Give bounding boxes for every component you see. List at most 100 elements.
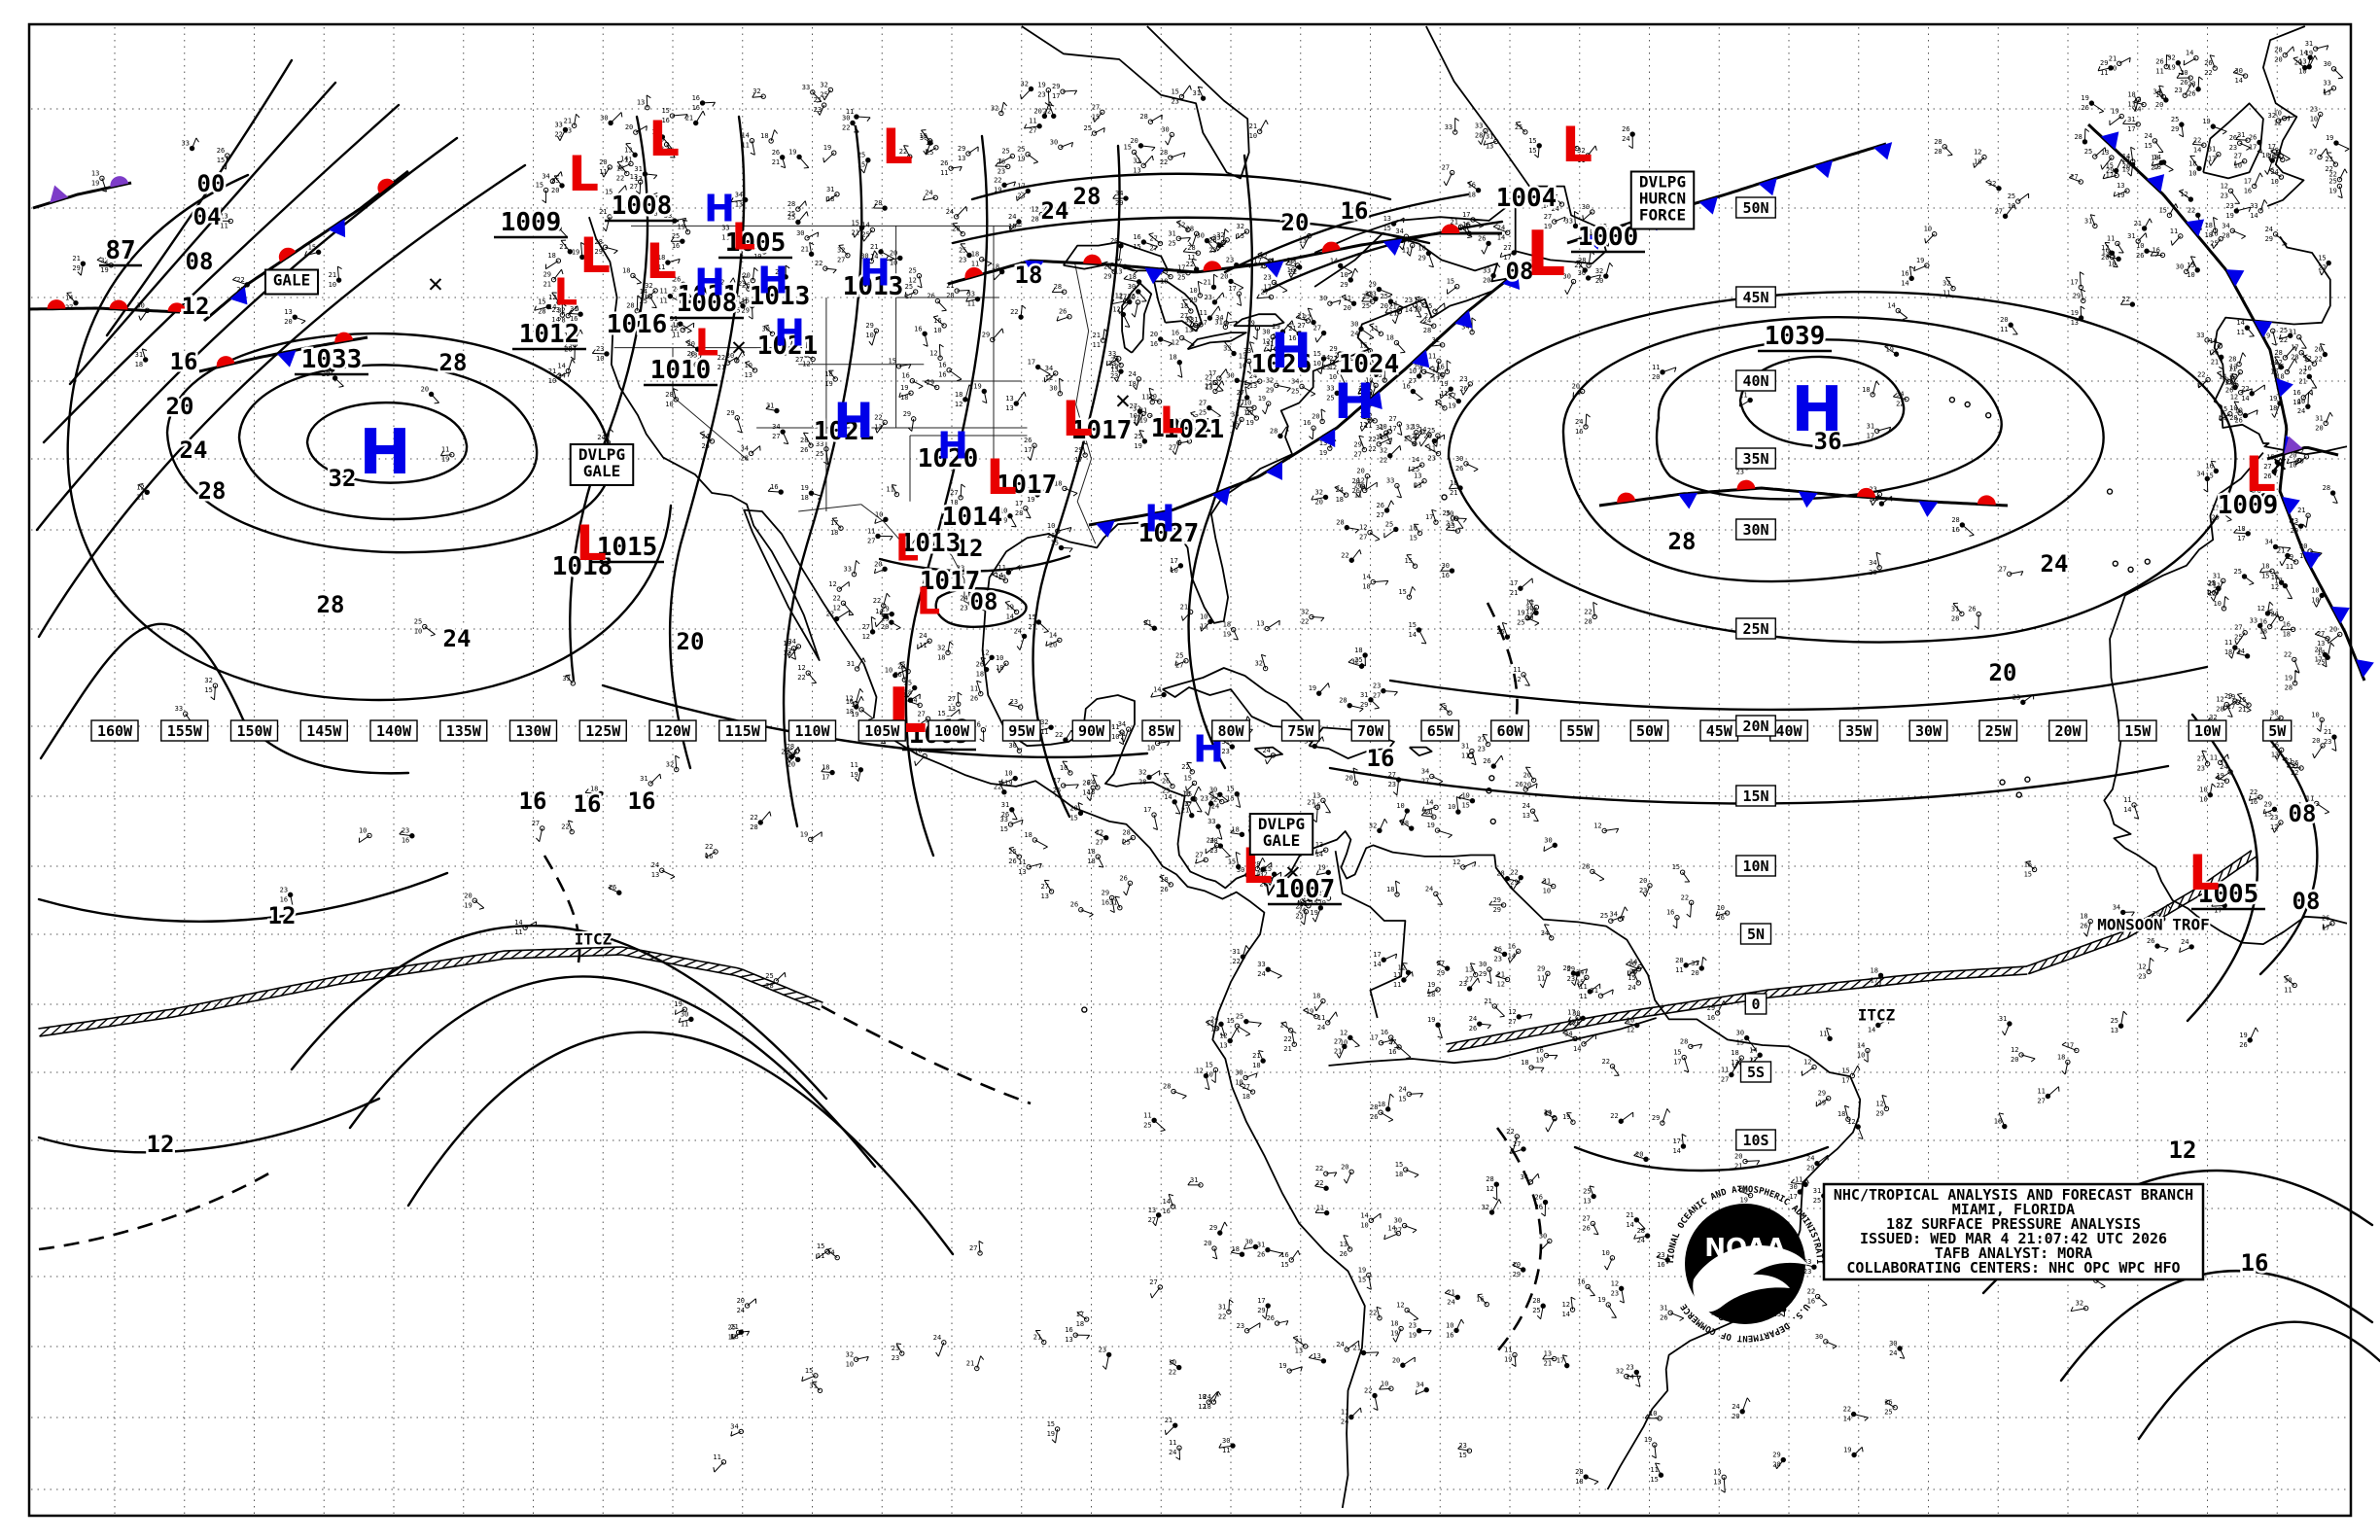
svg-text:15: 15 [2220,405,2227,413]
itcz-hatch [1516,1029,1527,1040]
svg-text:19: 19 [2227,693,2235,701]
svg-text:16: 16 [2210,230,2218,238]
station-plot: 22 [717,277,736,291]
svg-text:29: 29 [726,409,734,417]
itcz-hatch [1954,969,1967,980]
longitude-label-text: 75W [1287,722,1314,740]
station-plot: 31 [765,402,780,414]
svg-text:16: 16 [914,325,922,332]
latitude-label-text: 0 [1751,996,1760,1013]
svg-text:20: 20 [551,187,559,194]
svg-text:13: 13 [1486,143,1493,151]
isobar-label: 16 [519,788,547,815]
svg-text:10: 10 [2213,600,2221,608]
svg-text:23: 23 [1567,1018,1575,1026]
svg-text:17: 17 [1074,456,1082,464]
svg-text:33: 33 [1445,123,1452,131]
itcz-hatch [1619,1010,1630,1022]
itcz-hatch [2137,919,2145,932]
station-plot: 31 [2289,329,2307,349]
svg-text:18: 18 [1336,496,1344,504]
station-plot: 12 [929,343,944,361]
island-speck [1441,494,1448,501]
svg-text:10: 10 [2187,271,2194,279]
low-pressure-center: L [1062,391,1093,447]
svg-text:29: 29 [958,145,965,153]
svg-text:19: 19 [1414,306,1421,314]
svg-text:25: 25 [2234,568,2242,576]
longitude-label-text: 40W [1775,722,1802,740]
island-speck [1489,818,1496,825]
svg-text:30: 30 [1544,836,1552,844]
svg-text:19: 19 [1017,156,1025,163]
station-plot: 25 [998,148,1016,164]
longitude-label-text: 150W [236,722,272,740]
itcz-hatch [361,970,372,982]
itcz-hatch [2071,946,2082,959]
svg-text:20: 20 [1344,304,1351,312]
station-plot: 12 [1111,293,1129,305]
svg-text:29: 29 [1493,906,1501,914]
svg-text:31: 31 [1001,801,1009,809]
longitude-label-text: 25W [1985,722,2012,740]
svg-text:33: 33 [1565,217,1573,225]
coastline [1308,726,1395,759]
low-pressure-center: L [568,146,599,202]
svg-text:22: 22 [2188,206,2195,214]
svg-text:18: 18 [822,764,829,772]
svg-text:19: 19 [1535,1057,1543,1065]
itcz-hatch [1630,1008,1642,1020]
svg-text:23: 23 [1373,682,1381,690]
itcz-hatch [1538,1024,1550,1035]
svg-text:10: 10 [2199,796,2207,804]
svg-text:32: 32 [1315,488,1323,496]
itcz-hatch [1641,1006,1654,1018]
longitude-label: 125W [578,719,627,742]
high-pressure-center: H [359,417,411,489]
svg-text:22: 22 [874,413,882,421]
svg-text:22: 22 [994,176,1001,184]
itcz-hatch [1447,1041,1458,1053]
svg-text:22: 22 [2197,371,2205,379]
svg-text:30: 30 [1197,232,1205,240]
svg-text:27: 27 [2318,264,2326,272]
svg-text:11: 11 [1393,981,1401,989]
station-plot: 15 [2158,203,2179,219]
svg-text:24: 24 [2144,132,2152,140]
svg-text:23: 23 [1639,887,1647,894]
svg-text:15: 15 [889,358,896,366]
svg-text:10: 10 [2229,404,2237,412]
itcz-hatch [2126,925,2135,939]
svg-text:22: 22 [1181,763,1189,771]
svg-text:25: 25 [1001,148,1009,156]
svg-text:10: 10 [2311,586,2319,594]
svg-text:22: 22 [994,784,1001,791]
svg-text:18: 18 [2151,154,2158,161]
svg-text:13: 13 [1383,215,1391,223]
isobar-label: 28 [1668,528,1697,555]
svg-text:27: 27 [837,257,845,264]
svg-text:17: 17 [2249,143,2257,151]
svg-text:27: 27 [1313,325,1321,332]
itcz-hatch [1469,1037,1482,1049]
svg-text:25: 25 [861,230,869,238]
low-pressure-center: L [882,119,913,175]
high-pressure-center: H [859,252,891,295]
svg-text:20: 20 [1639,877,1647,885]
